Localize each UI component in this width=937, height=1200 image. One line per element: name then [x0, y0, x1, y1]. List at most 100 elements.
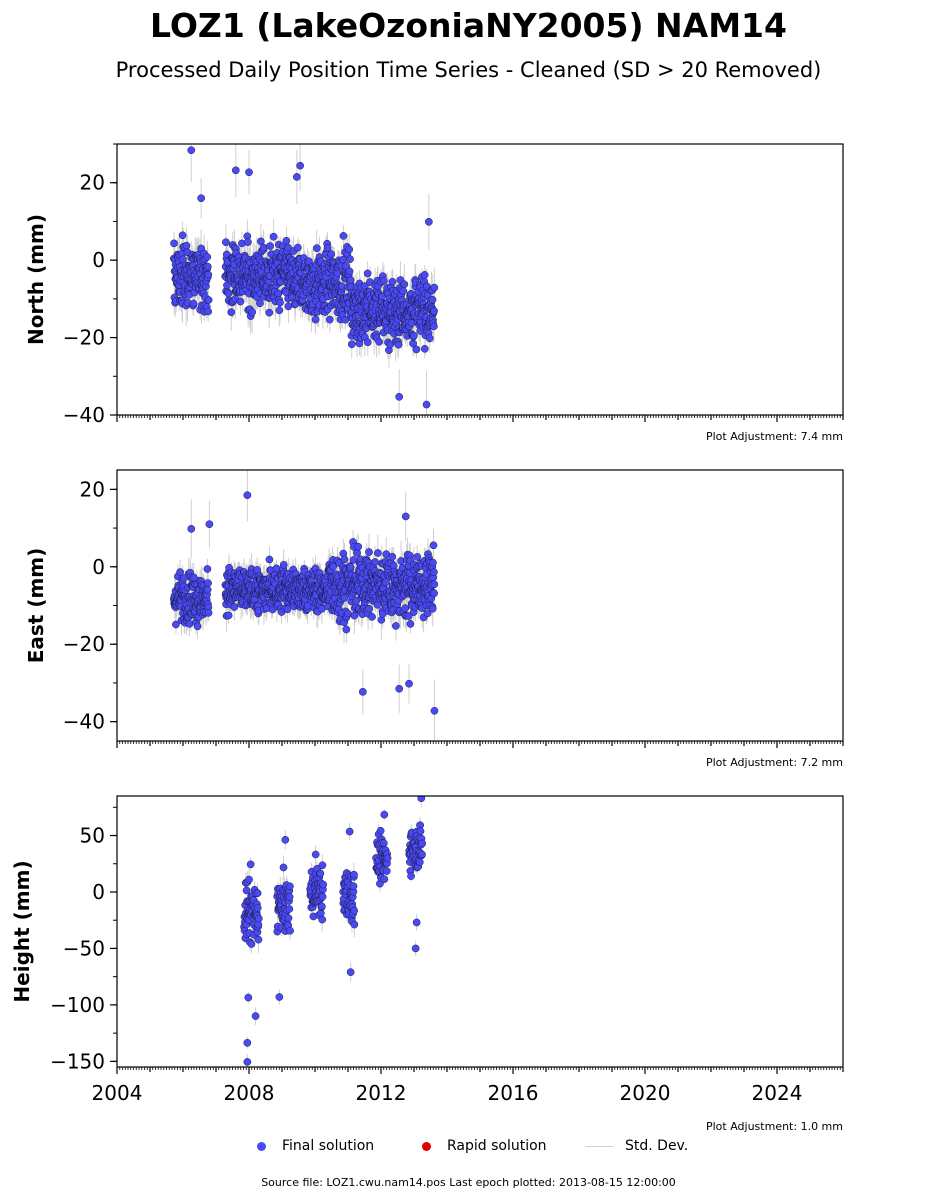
data-point	[293, 173, 301, 181]
data-point	[284, 243, 292, 252]
data-point	[430, 589, 438, 598]
data-point	[275, 306, 284, 315]
y-axis-label: East (mm)	[24, 548, 48, 664]
data-point	[347, 340, 356, 349]
data-point	[222, 238, 230, 247]
data-point	[172, 620, 180, 629]
data-point	[406, 620, 415, 628]
data-point	[401, 512, 410, 521]
data-point	[244, 238, 252, 246]
data-point	[365, 604, 374, 613]
data-point	[412, 345, 421, 354]
data-point	[395, 684, 403, 693]
data-point	[371, 558, 379, 566]
data-point	[405, 679, 413, 688]
data-point	[388, 552, 397, 561]
data-point	[420, 344, 429, 353]
data-point	[395, 392, 403, 401]
data-point	[345, 245, 354, 254]
data-point	[203, 253, 212, 261]
data-point	[430, 568, 438, 576]
data-point	[368, 613, 376, 621]
y-axis-label: North (mm)	[24, 214, 48, 345]
chart-subtitle: Processed Daily Position Time Series - C…	[115, 58, 822, 82]
panel-1: 20 0 −20 −40 North (mm) Plot Adjustment: 7.4 …	[24, 143, 844, 443]
data-point	[203, 585, 212, 594]
data-point	[293, 243, 302, 252]
data-point	[329, 562, 338, 571]
data-point	[430, 706, 439, 715]
data-point	[354, 542, 363, 551]
data-point	[339, 232, 348, 240]
data-point	[205, 520, 214, 529]
data-point	[204, 608, 213, 617]
y-tick-label: −40	[63, 710, 105, 734]
data-point	[265, 555, 274, 564]
data-point	[203, 262, 212, 271]
data-point	[178, 231, 187, 240]
data-point	[375, 337, 383, 346]
data-point	[282, 236, 291, 245]
data-point	[342, 262, 350, 270]
plot-area	[240, 796, 427, 1067]
data-point	[182, 241, 191, 250]
data-point	[404, 612, 413, 620]
data-point	[422, 400, 431, 409]
y-tick-label: 0	[92, 248, 105, 272]
data-point	[245, 168, 253, 177]
data-point	[430, 580, 439, 589]
data-point	[365, 548, 373, 556]
data-point	[259, 243, 268, 252]
data-point	[311, 315, 320, 324]
data-point	[231, 166, 240, 175]
data-point	[327, 250, 336, 259]
data-point	[420, 271, 429, 279]
data-point	[363, 269, 372, 278]
data-point	[274, 289, 283, 298]
data-point	[340, 594, 349, 602]
data-point	[345, 267, 354, 276]
y-tick-label: 20	[80, 171, 105, 195]
data-point	[425, 334, 434, 343]
data-point	[193, 622, 202, 631]
data-point	[227, 308, 236, 317]
data-point	[342, 625, 351, 634]
data-point	[256, 299, 264, 308]
data-point	[323, 244, 332, 252]
data-point	[197, 194, 205, 203]
data-point	[204, 270, 213, 279]
data-point	[363, 338, 372, 347]
plot-adjustment-note: Plot Adjustment: 7.4 mm	[706, 430, 843, 443]
plot-area	[170, 144, 439, 415]
data-point	[429, 541, 438, 550]
data-point	[399, 287, 408, 295]
data-point	[279, 561, 288, 569]
data-point	[346, 563, 355, 572]
data-point	[276, 298, 284, 307]
data-point	[430, 283, 439, 292]
data-point	[388, 277, 397, 286]
data-point	[401, 604, 410, 613]
data-point	[284, 302, 293, 311]
data-point	[338, 282, 346, 291]
data-point	[224, 611, 233, 620]
data-point	[380, 277, 388, 285]
data-point	[359, 687, 367, 696]
data-point	[325, 315, 334, 324]
data-point	[176, 568, 184, 576]
data-point	[350, 611, 359, 620]
data-point	[340, 555, 349, 564]
data-point	[170, 239, 178, 248]
data-point	[423, 609, 432, 618]
data-point	[430, 307, 438, 315]
data-point	[248, 308, 256, 317]
y-tick-label: 0	[92, 555, 105, 579]
y-tick-label: 20	[80, 477, 105, 501]
data-point	[185, 620, 194, 628]
data-point	[187, 146, 196, 155]
panel-2: 20 0 −20 −40 East (mm) Plot Adjustment: 7.2 m…	[24, 469, 844, 769]
chart-title: LOZ1 (LakeOzoniaNY2005) NAM14	[150, 6, 787, 45]
data-point	[296, 161, 304, 170]
